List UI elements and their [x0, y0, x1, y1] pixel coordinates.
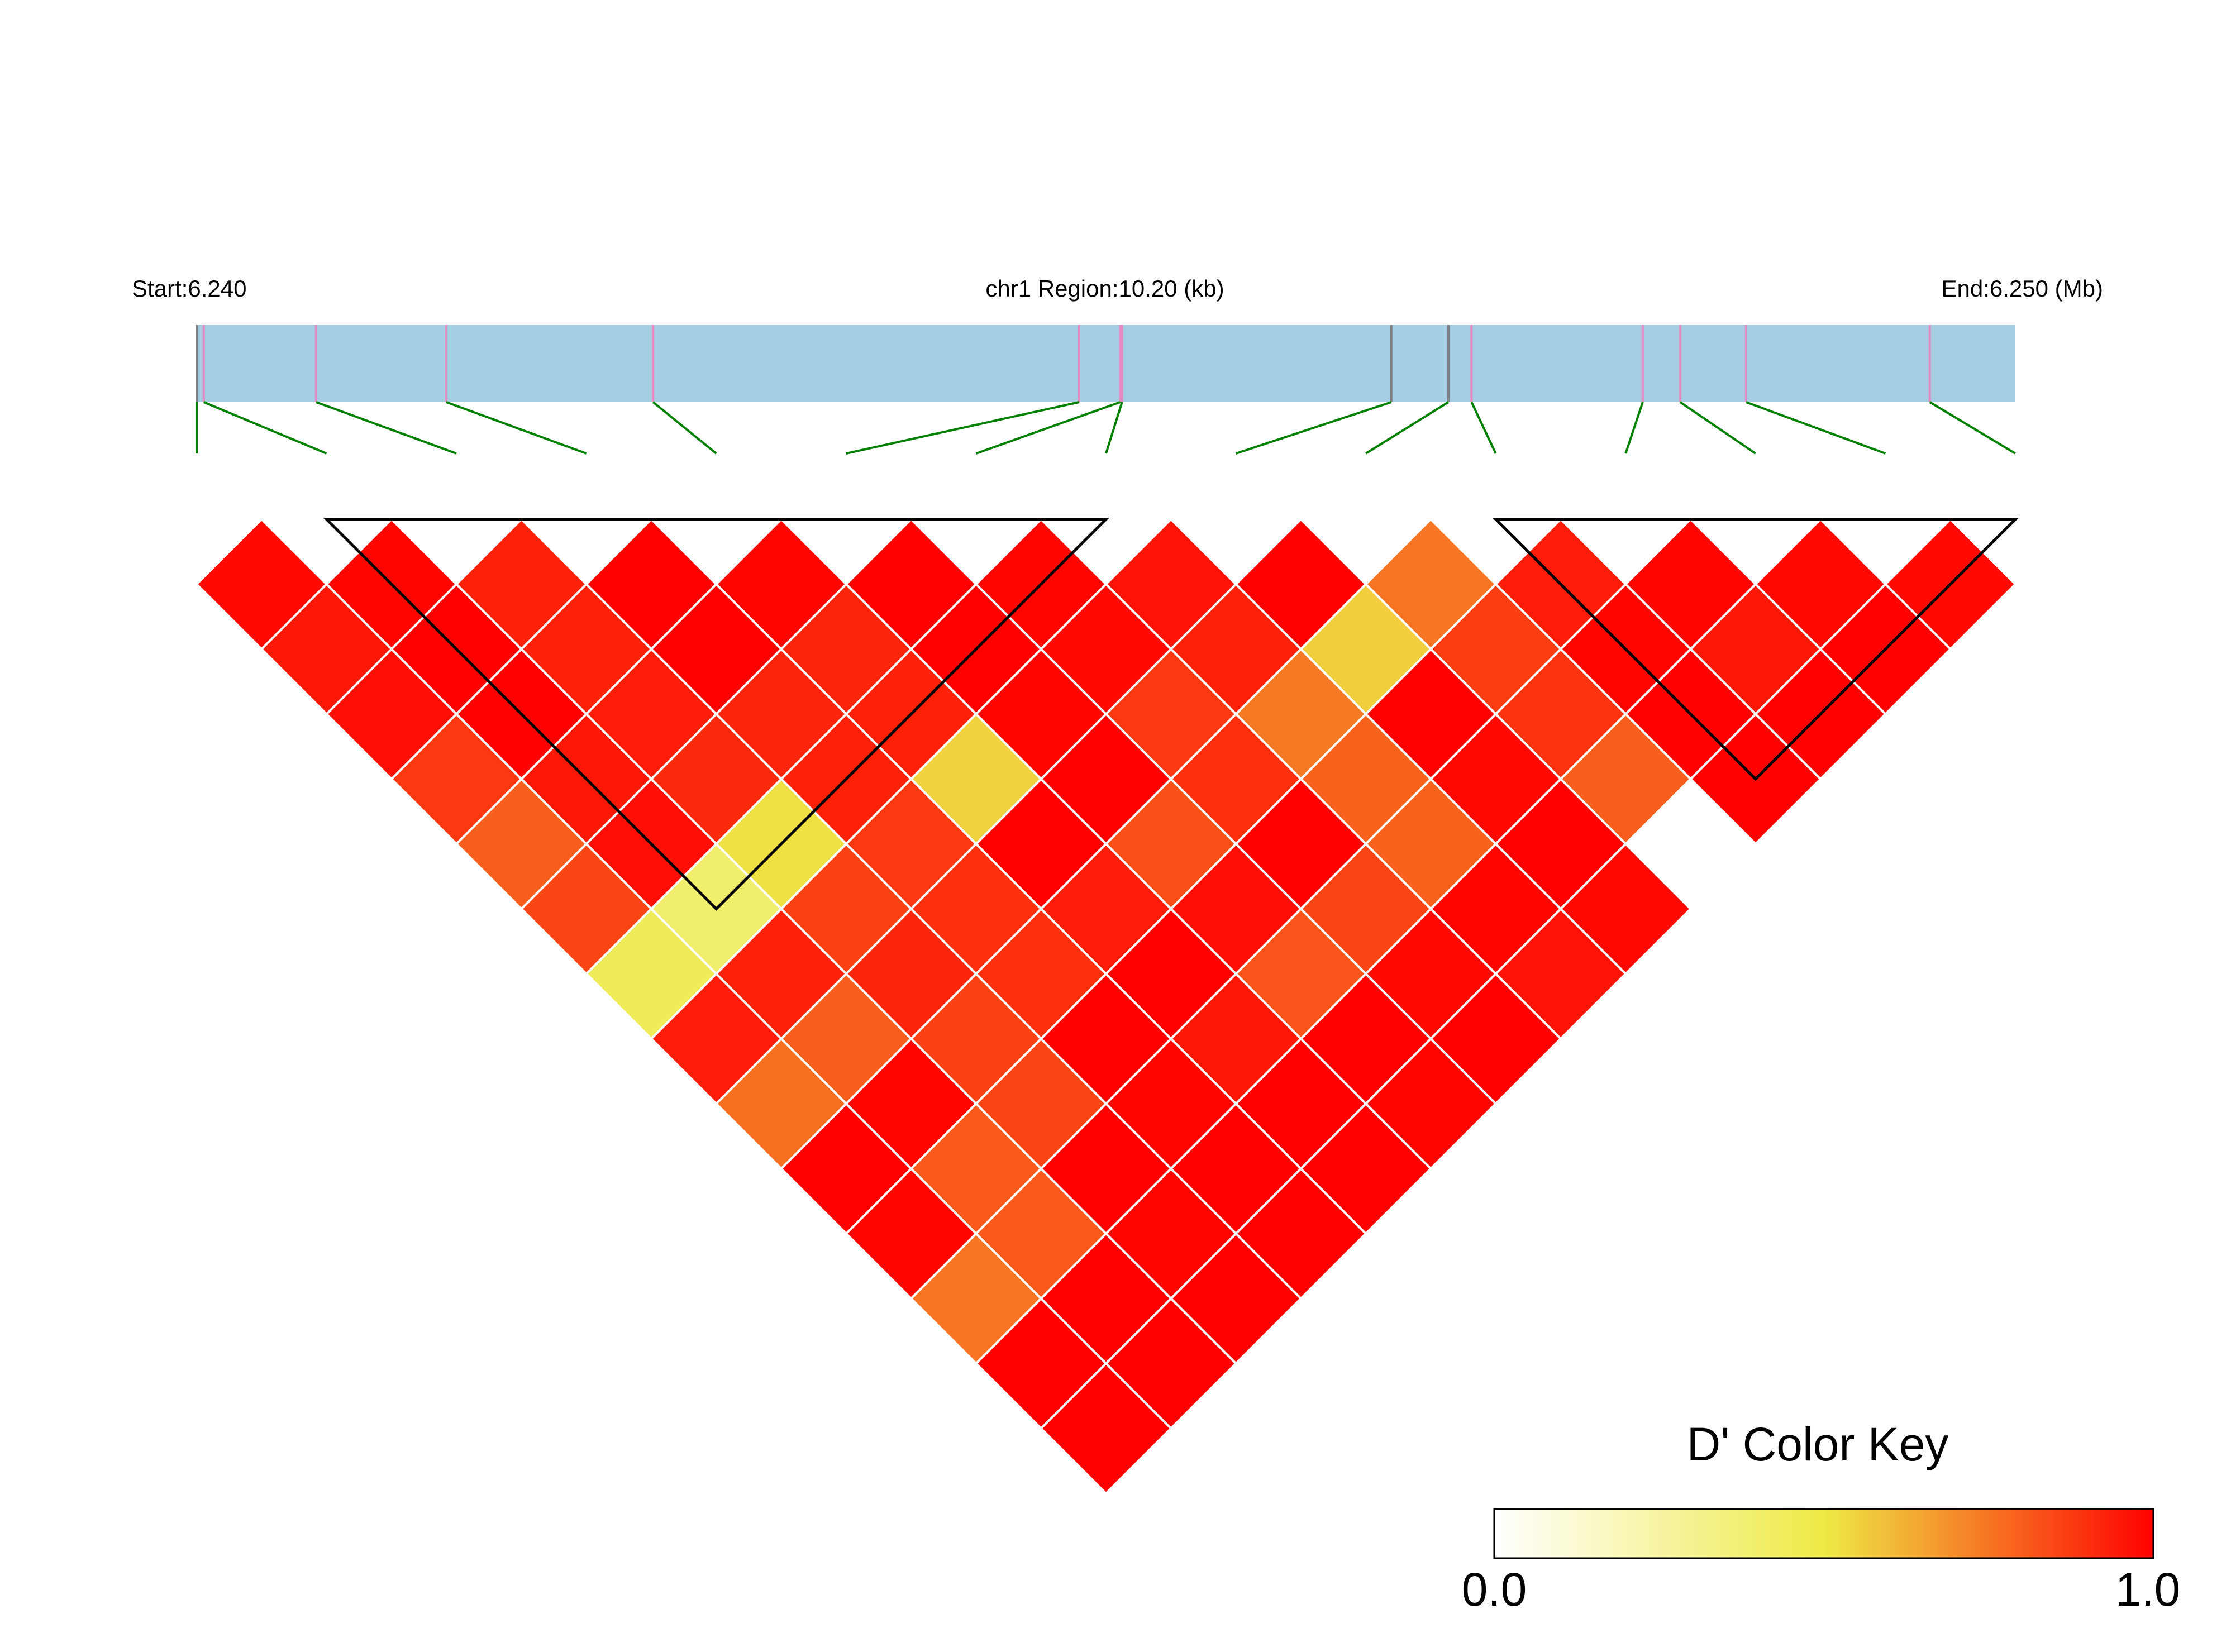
ld-blocks — [323, 518, 2019, 911]
snp-connector — [316, 401, 457, 455]
snp-connector — [1235, 401, 1392, 455]
color-key-gradient-bar — [1493, 1508, 2154, 1559]
snp-connector — [1624, 402, 1644, 454]
color-key: D' Color Key 0.0 1.0 — [1462, 1418, 2181, 1616]
snp-connector — [1746, 401, 1886, 455]
snp-connector — [446, 401, 587, 455]
snp-connector — [652, 401, 717, 455]
ld-block-outline — [323, 518, 1110, 911]
ld-heatmap — [195, 517, 2017, 1495]
color-key-min-label: 0.0 — [1462, 1563, 1527, 1616]
snp-connectors — [196, 401, 2017, 455]
snp-connector — [1105, 402, 1123, 454]
color-key-title: D' Color Key — [1687, 1418, 1949, 1470]
region-label: chr1 Region:10.20 (kb) — [985, 275, 1224, 302]
snp-connector — [1470, 402, 1497, 454]
ld-cell — [1039, 1362, 1173, 1495]
snp-connector — [846, 401, 1080, 455]
gene-track-bar — [197, 325, 2015, 402]
end-label: End:6.250 (Mb) — [1942, 275, 2104, 302]
color-key-max-label: 1.0 — [2115, 1563, 2181, 1616]
gene-track — [196, 325, 2015, 402]
snp-connector — [975, 401, 1121, 455]
snp-connector — [203, 401, 327, 455]
header: Start:6.240 chr1 Region:10.20 (kb) End:6… — [132, 275, 2103, 302]
snp-connector — [1679, 401, 1756, 455]
snp-connector — [1365, 401, 1449, 455]
start-label: Start:6.240 — [132, 275, 246, 302]
ld-block-outline — [1492, 518, 2019, 781]
snp-connector — [1929, 401, 2017, 455]
